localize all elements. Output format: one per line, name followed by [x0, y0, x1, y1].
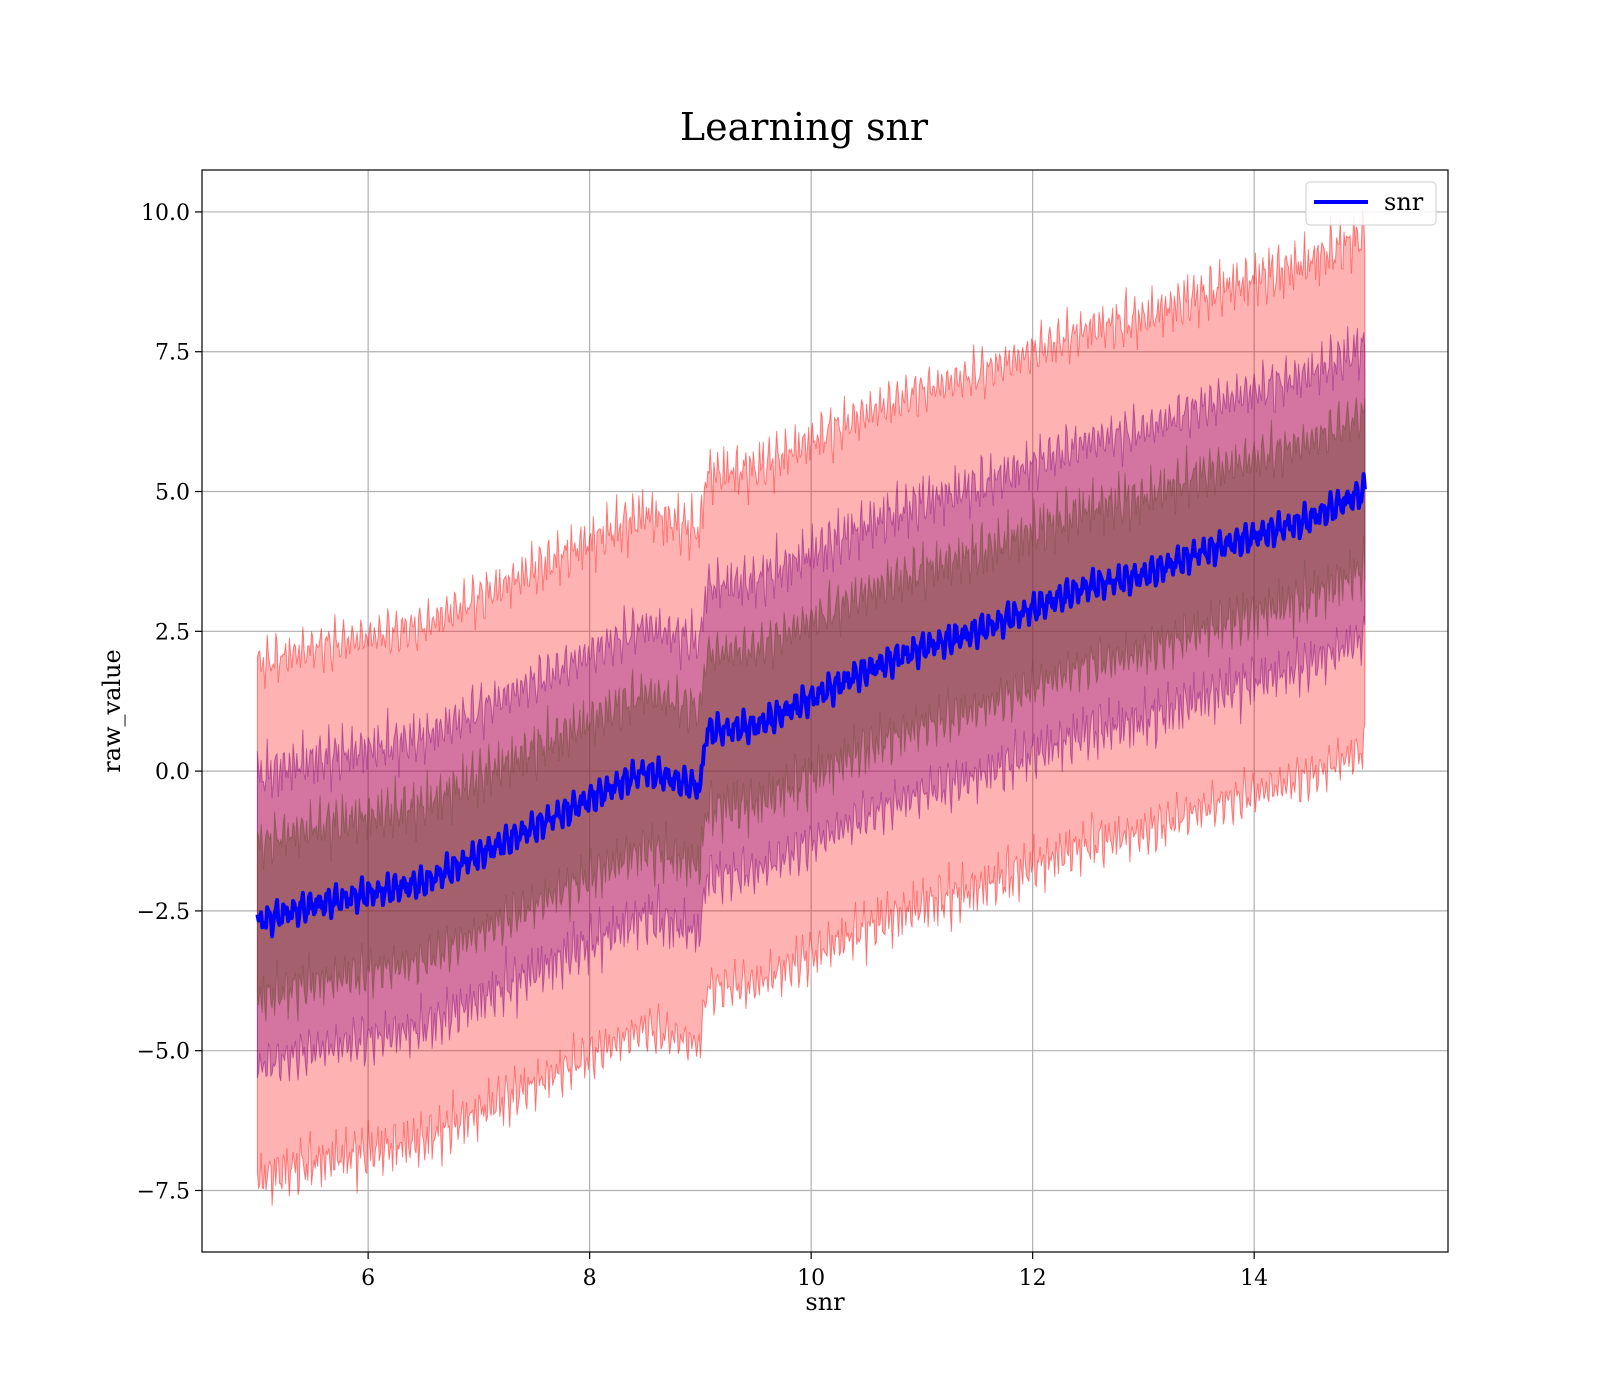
y-tick-label: −5.0 [137, 1040, 190, 1065]
y-tick-label: 7.5 [155, 341, 190, 366]
y-tick-label: −7.5 [137, 1179, 190, 1204]
band-inner [256, 397, 1366, 1022]
chart-title: Learning snr [680, 105, 929, 149]
series-lines [255, 472, 1367, 939]
band-middle [256, 326, 1366, 1082]
legend-label-snr: snr [1384, 188, 1424, 216]
legend: snr [1305, 181, 1437, 226]
plot-frame [201, 169, 1449, 1253]
y-tick-label: −2.5 [137, 900, 190, 925]
x-tick-label: 6 [361, 1266, 375, 1291]
series-line-snr [255, 472, 1367, 939]
y-tick-label: 2.5 [155, 620, 190, 645]
y-axis-label: raw_value [98, 649, 126, 773]
y-tick-label: 5.0 [155, 481, 190, 506]
x-tick-label: 8 [583, 1266, 597, 1291]
x-tick-label: 14 [1240, 1266, 1268, 1291]
grid-lines [202, 170, 1448, 1252]
x-tick-label: 12 [1019, 1266, 1047, 1291]
confidence-bands [256, 209, 1366, 1206]
x-axis-label: snr [805, 1288, 845, 1316]
legend-box [1305, 181, 1437, 226]
band-outer [256, 209, 1366, 1206]
y-tick-label: 0.0 [155, 760, 190, 785]
axis-ticks: 6 8 10 12 14 −7.5 −5.0 −2.5 0.0 2.5 5.0 7.5 10.0 [137, 201, 1269, 1291]
y-tick-label: 10.0 [141, 201, 190, 226]
x-tick-label: 10 [797, 1266, 825, 1291]
